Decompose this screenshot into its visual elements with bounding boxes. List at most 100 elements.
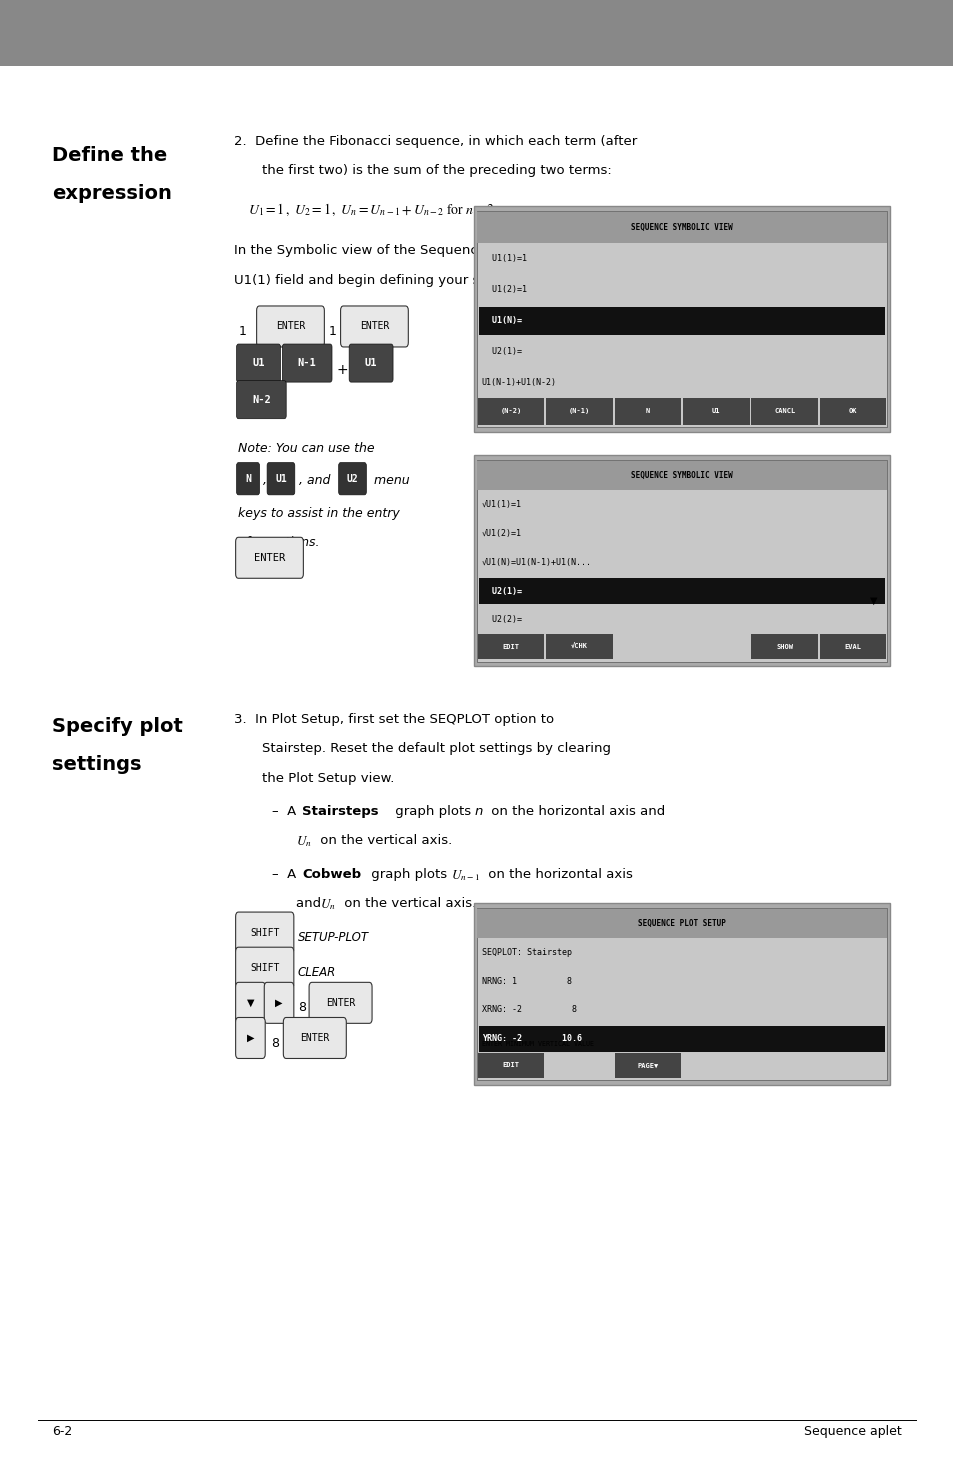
Text: graph plots: graph plots [391,805,475,818]
Text: ENTER: ENTER [300,1034,329,1042]
FancyBboxPatch shape [235,982,265,1023]
Text: CLEAR: CLEAR [297,966,335,979]
Text: 3.  In Plot Setup, first set the SEQPLOT option to: 3. In Plot Setup, first set the SEQPLOT … [233,713,554,726]
Text: +: + [336,363,348,378]
Bar [476,461,886,490]
Bar [478,1026,884,1051]
Text: 6-2: 6-2 [52,1426,72,1438]
Text: EDIT: EDIT [502,644,519,650]
Text: the first two) is the sum of the preceding two terms:: the first two) is the sum of the precedi… [262,164,612,177]
Text: SEQUENCE SYMBOLIC VIEW: SEQUENCE SYMBOLIC VIEW [631,224,732,233]
Text: N-2: N-2 [252,395,271,404]
Text: Specify plot: Specify plot [52,717,183,736]
FancyBboxPatch shape [264,982,294,1023]
Text: $U_n$: $U_n$ [319,897,335,912]
FancyBboxPatch shape [235,947,294,988]
Text: XRNG: -2          8: XRNG: -2 8 [481,1006,577,1015]
Text: ,: , [263,474,267,488]
Text: NRNG: 1          8: NRNG: 1 8 [481,976,571,985]
Bar [476,460,886,662]
Text: 8: 8 [271,1037,278,1050]
Text: $U_n$: $U_n$ [295,834,312,849]
Text: $n$: $n$ [474,805,483,818]
Text: , and: , and [298,474,330,488]
Text: SHOW: SHOW [776,644,792,650]
Text: ENTER MINIMUM VERTICAL VALUE: ENTER MINIMUM VERTICAL VALUE [481,1041,593,1047]
Text: Stairstep. Reset the default plot settings by clearing: Stairstep. Reset the default plot settin… [262,742,611,755]
Text: ENTER: ENTER [253,553,285,562]
Text: EVAL: EVAL [843,644,861,650]
Text: Note: You can use the: Note: You can use the [238,442,375,455]
Bar [546,398,612,425]
Text: (N-1): (N-1) [568,408,590,414]
Text: 8: 8 [298,1001,306,1015]
Text: –  A: – A [272,805,300,818]
Text: U2: U2 [346,474,358,483]
Text: N: N [245,474,251,483]
Text: ENTER: ENTER [326,998,355,1007]
Text: expression: expression [52,184,172,203]
Text: U1: U1 [711,408,720,414]
Bar [477,398,544,425]
Text: ▼: ▼ [869,596,877,606]
Bar [819,634,885,659]
Text: N-1: N-1 [297,359,316,367]
Bar [614,398,680,425]
Bar [751,398,817,425]
Text: SHIFT: SHIFT [250,928,279,937]
Text: √CHK: √CHK [571,644,587,650]
Text: on the vertical axis.: on the vertical axis. [315,834,452,848]
Text: √U1(N)=U1(N-1)+U1(N...: √U1(N)=U1(N-1)+U1(N... [481,558,591,567]
Text: Sequence aplet: Sequence aplet [803,1426,901,1438]
Text: (N-2): (N-2) [500,408,521,414]
Text: on the vertical axis.: on the vertical axis. [339,897,476,911]
Text: U1(N)=: U1(N)= [481,316,521,325]
Text: U2(1)=: U2(1)= [481,587,521,596]
Bar [476,212,886,243]
Bar [477,634,544,659]
Text: SEQUENCE PLOT SETUP: SEQUENCE PLOT SETUP [638,919,725,928]
Text: on the horizontal axis: on the horizontal axis [483,868,632,881]
Text: CANCL: CANCL [773,408,795,414]
Text: √U1(1)=1: √U1(1)=1 [481,499,521,509]
Text: √U1(2)=1: √U1(2)=1 [481,529,521,537]
FancyBboxPatch shape [235,537,303,578]
Text: OK: OK [848,408,857,414]
Text: keys to assist in the entry: keys to assist in the entry [238,507,400,520]
Bar [478,306,884,335]
Text: U2(1)=: U2(1)= [481,347,521,356]
Text: ▼: ▼ [247,998,253,1007]
FancyBboxPatch shape [349,344,393,382]
Text: 1: 1 [238,325,246,338]
Text: 1: 1 [329,325,336,338]
Text: U1: U1 [252,359,265,367]
Text: Cobweb: Cobweb [302,868,361,881]
Bar [614,1053,680,1078]
FancyBboxPatch shape [236,344,280,382]
FancyBboxPatch shape [282,344,332,382]
Text: ENTER: ENTER [275,322,305,331]
Bar [546,634,612,659]
Bar [476,211,886,427]
Text: ▶: ▶ [247,1034,253,1042]
Text: Stairsteps: Stairsteps [302,805,378,818]
Bar [478,578,884,605]
Bar [474,206,889,432]
FancyBboxPatch shape [283,1017,346,1058]
Bar [682,398,749,425]
Text: U1(1)=1: U1(1)=1 [481,255,526,264]
FancyBboxPatch shape [309,982,372,1023]
Text: of equations.: of equations. [238,536,319,549]
FancyBboxPatch shape [235,1017,265,1058]
Text: PAGE▼: PAGE▼ [637,1063,658,1069]
Text: U1: U1 [364,359,377,367]
Text: graph plots: graph plots [367,868,451,881]
Text: ENTER: ENTER [359,322,389,331]
Text: settings: settings [52,755,142,774]
Text: ▶: ▶ [275,998,282,1007]
Text: EDIT: EDIT [502,1063,519,1069]
FancyBboxPatch shape [267,463,294,495]
Bar [474,903,889,1085]
Text: the Plot Setup view.: the Plot Setup view. [262,772,395,785]
Text: SEQPLOT: Stairstep: SEQPLOT: Stairstep [481,947,571,957]
